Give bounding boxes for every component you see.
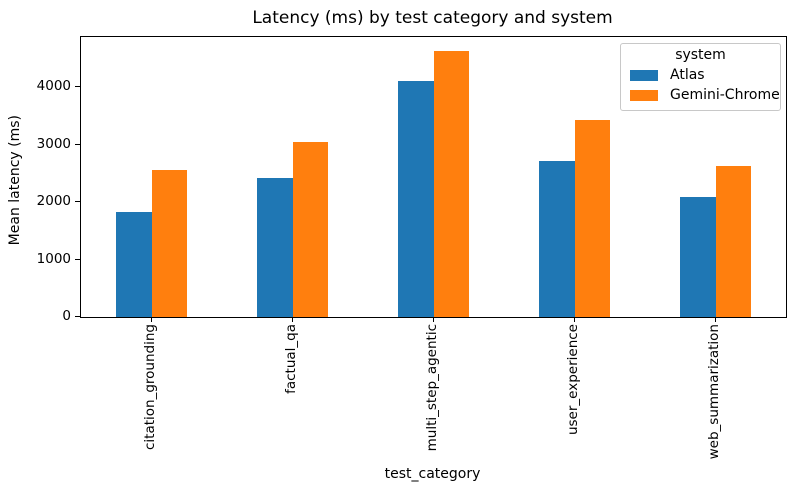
y-tick-mark xyxy=(75,86,80,88)
y-tick-label: 1000 xyxy=(36,250,71,267)
legend-entry-label: Atlas xyxy=(670,67,705,83)
x-tick-mark xyxy=(573,317,575,322)
bar-atlas-multi_step_agentic xyxy=(398,81,434,317)
legend: system Atlas Gemini-Chrome xyxy=(620,43,781,111)
legend-title: system xyxy=(675,47,726,63)
bar-gemini-chrome-multi_step_agentic xyxy=(433,51,469,317)
gemini-chrome-color-swatch xyxy=(630,90,658,101)
y-tick-mark xyxy=(75,316,80,317)
bar-atlas-factual_qa xyxy=(257,177,293,317)
x-tick-label: citation_grounding xyxy=(141,324,158,450)
bar-atlas-web_summarization xyxy=(680,196,716,317)
legend-entry-gemini-chrome: Gemini-Chrome xyxy=(630,88,780,103)
legend-entry-atlas: Atlas xyxy=(630,68,780,83)
y-tick-mark xyxy=(75,143,80,145)
bar-gemini-chrome-factual_qa xyxy=(292,141,328,317)
y-tick-label: 0 xyxy=(62,308,71,324)
bar-gemini-chrome-citation_grounding xyxy=(151,170,187,317)
x-tick-mark xyxy=(714,317,716,322)
bar-atlas-citation_grounding xyxy=(116,211,152,317)
legend-entry-label: Gemini-Chrome xyxy=(670,87,780,103)
x-tick-label: web_summarization xyxy=(705,324,722,460)
bar-atlas-user_experience xyxy=(539,161,575,317)
x-tick-mark xyxy=(150,317,152,322)
bar-gemini-chrome-web_summarization xyxy=(715,165,751,317)
x-axis-label: test_category xyxy=(384,466,481,482)
x-tick-mark xyxy=(432,317,434,322)
y-tick-label: 4000 xyxy=(36,78,71,95)
bar-gemini-chrome-user_experience xyxy=(574,119,610,317)
x-tick-mark xyxy=(291,317,293,322)
x-tick-label: multi_step_agentic xyxy=(423,324,440,452)
y-tick-label: 2000 xyxy=(36,193,71,209)
atlas-color-swatch xyxy=(630,70,658,81)
chart-title: Latency (ms) by test category and system xyxy=(252,8,613,28)
y-tick-mark xyxy=(75,201,80,202)
legend-entries: Atlas Gemini-Chrome xyxy=(621,68,780,103)
y-tick-mark xyxy=(75,258,80,260)
x-tick-label: factual_qa xyxy=(282,324,299,394)
y-tick-label: 3000 xyxy=(36,135,71,152)
x-tick-label: user_experience xyxy=(564,324,581,436)
